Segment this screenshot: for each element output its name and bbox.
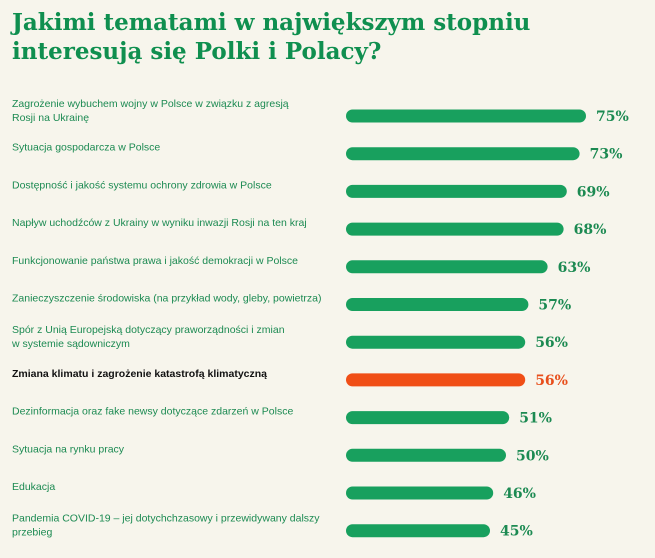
bar-7 <box>346 335 526 349</box>
bar-4 <box>346 222 564 236</box>
category-label-7: Spór z Unią Europejską dotyczący praworz… <box>11 324 285 350</box>
bar-8 <box>346 373 526 387</box>
value-label-8: 56% <box>535 373 568 389</box>
value-label-3: 69% <box>577 184 610 200</box>
category-label-6: Zanieczyszczenie środowiska (na przykład… <box>12 293 322 305</box>
value-label-11: 46% <box>503 486 536 502</box>
bar-5 <box>346 260 548 274</box>
category-label-10: Sytuacja na rynku pracy <box>12 443 125 455</box>
value-label-10: 50% <box>516 448 549 464</box>
category-label-12: Pandemia COVID-19 – jej dotychchzasowy i… <box>12 513 320 539</box>
value-label-1: 75% <box>596 109 629 125</box>
value-label-12: 45% <box>500 524 533 540</box>
value-label-9: 51% <box>519 411 552 427</box>
bar-9 <box>346 411 510 425</box>
value-label-6: 57% <box>538 298 571 314</box>
category-label-4: Napływ uchodźców z Ukrainy w wyniku inwa… <box>12 217 307 229</box>
value-label-5: 63% <box>558 260 591 276</box>
bar-12 <box>346 524 490 538</box>
bar-6 <box>346 298 529 311</box>
chart-title: Jakimi tematami w największym stopniu in… <box>12 9 531 65</box>
value-label-7: 56% <box>535 335 568 351</box>
category-label-8: Zmiana klimatu i zagrożenie katastrofą k… <box>12 368 267 380</box>
bar-3 <box>346 184 567 198</box>
value-label-2: 73% <box>590 147 623 163</box>
value-label-4: 68% <box>574 222 607 238</box>
category-label-9: Dezinformacja oraz fake newsy dotyczące … <box>12 406 293 418</box>
bar-1 <box>346 109 586 123</box>
category-label-11: Edukacja <box>12 481 55 493</box>
bar-2 <box>346 147 580 161</box>
category-label-1: Zagrożenie wybuchem wojny w Polsce w zwi… <box>12 98 289 124</box>
category-label-3: Dostępność i jakość systemu ochrony zdro… <box>12 179 272 191</box>
category-label-5: Funkcjonowanie państwa prawa i jakość de… <box>12 255 298 267</box>
category-label-2: Sytuacja gospodarcza w Polsce <box>12 142 160 154</box>
bar-11 <box>346 486 494 500</box>
bar-10 <box>346 448 506 462</box>
